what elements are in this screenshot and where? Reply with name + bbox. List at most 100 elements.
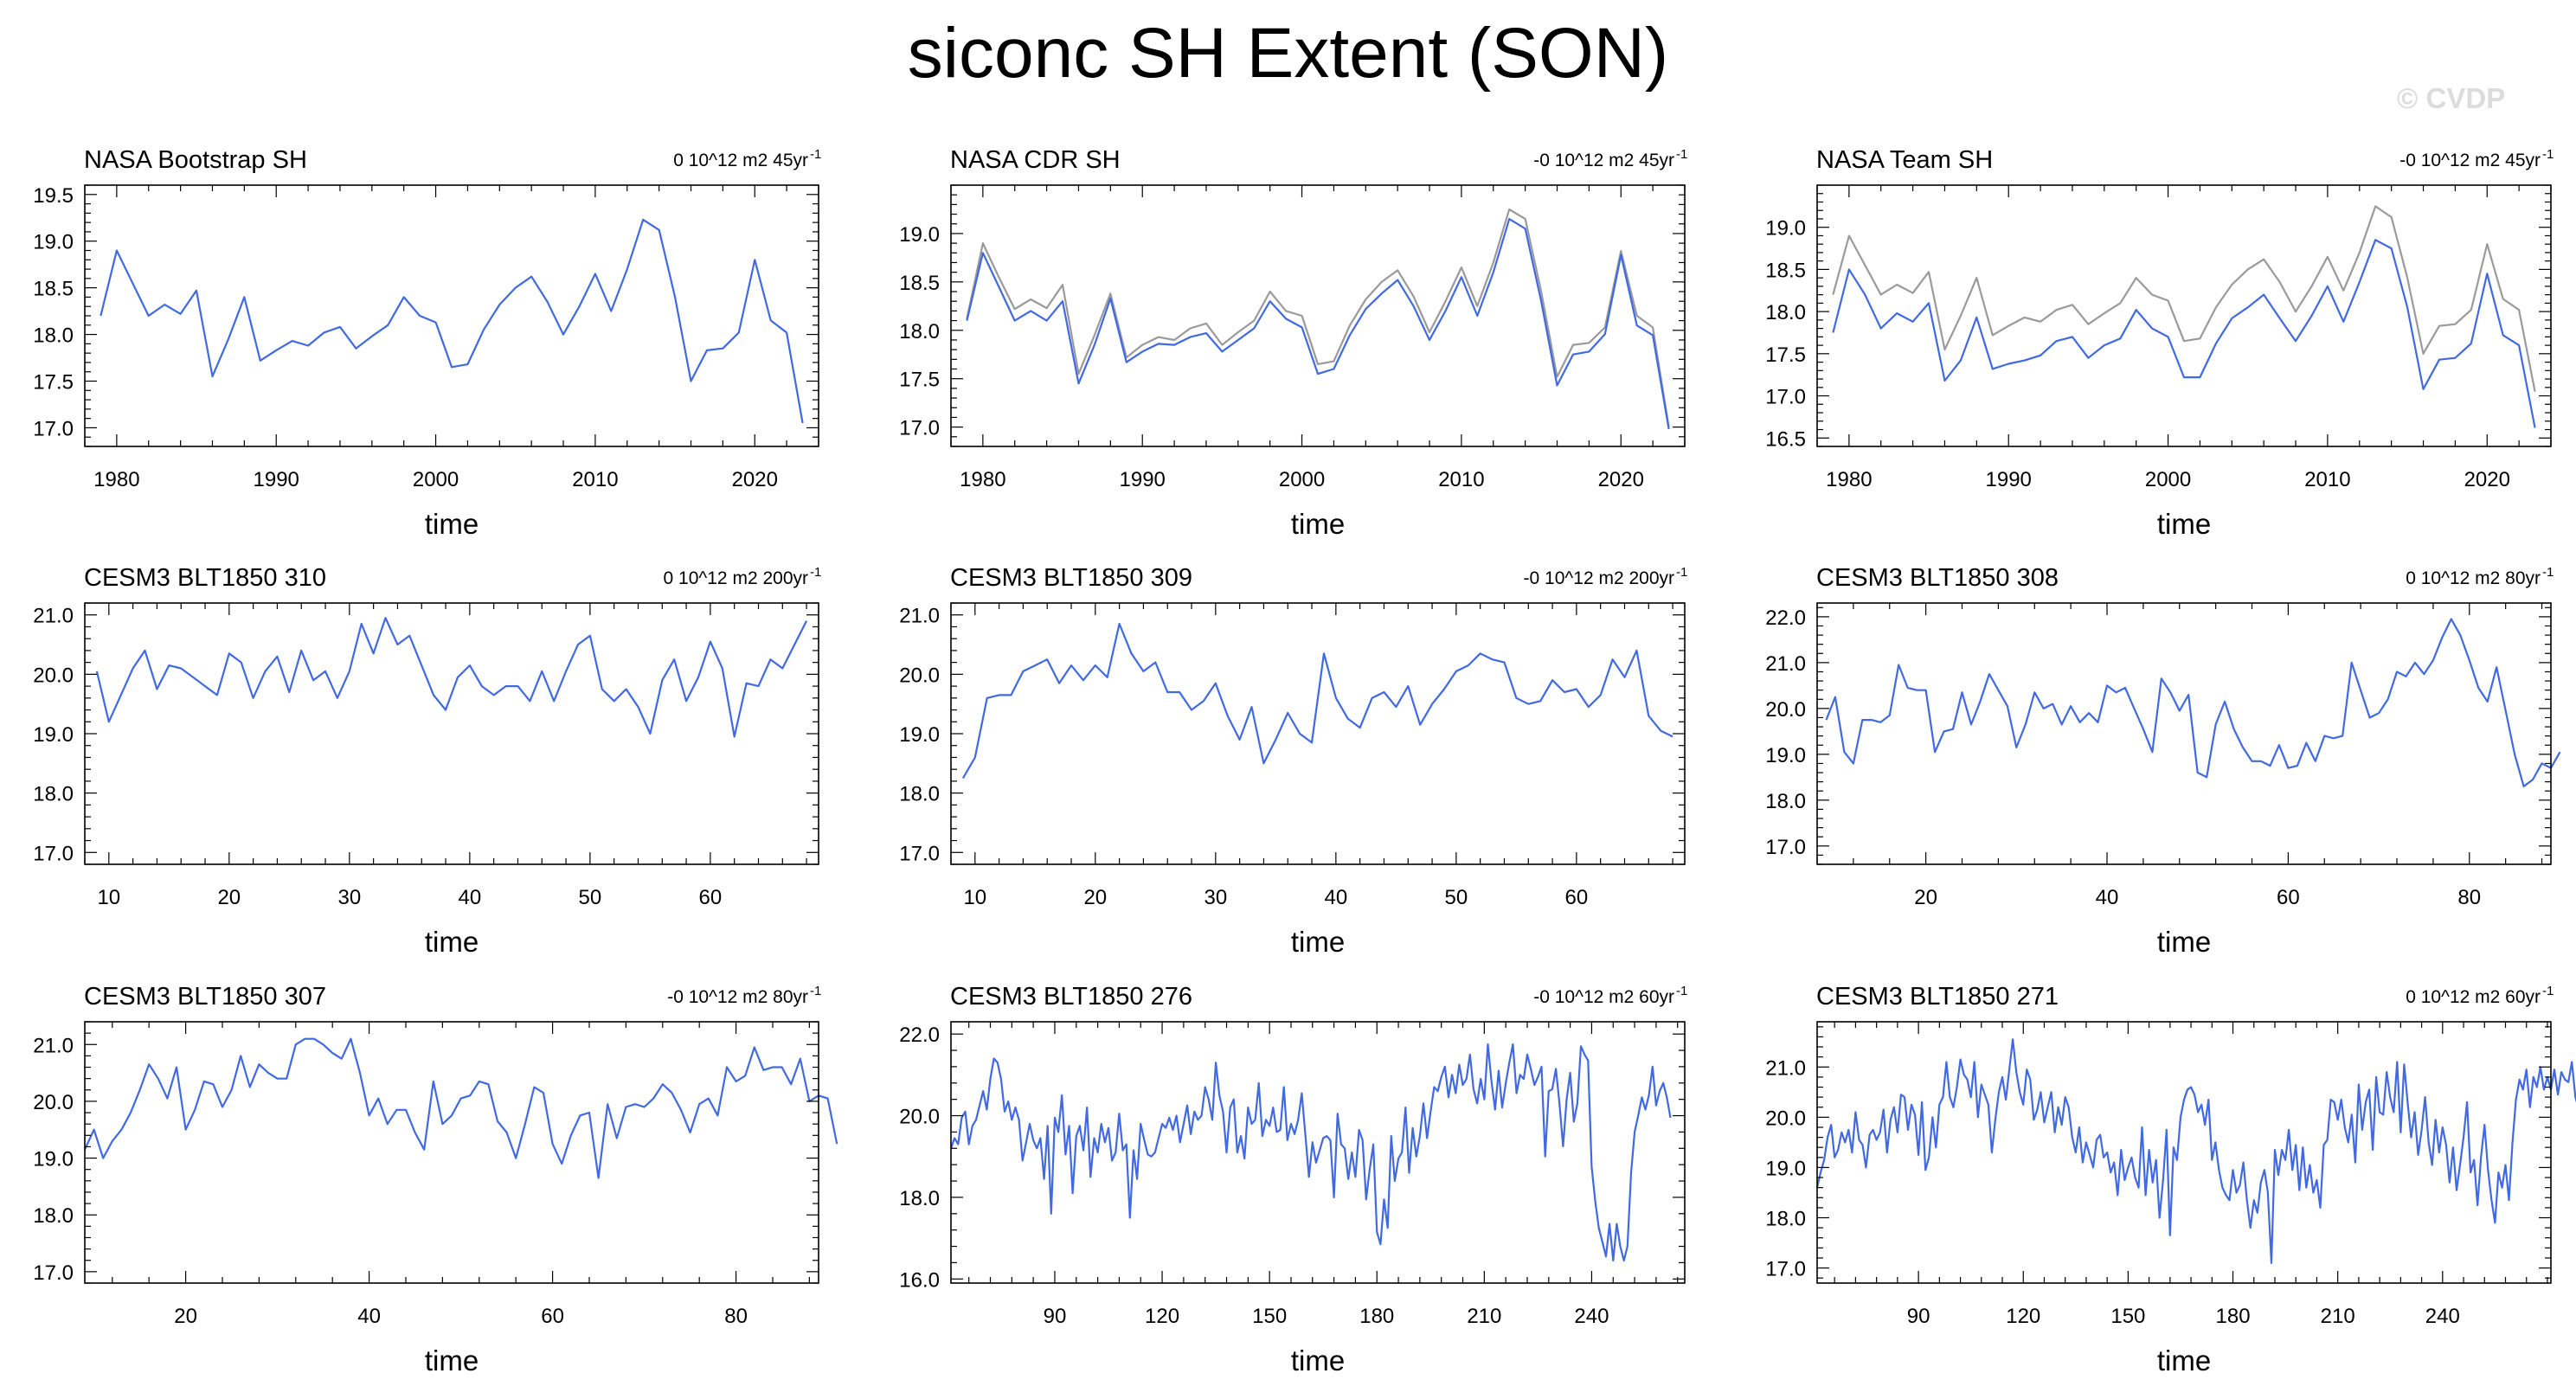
x-tick-label: 60	[541, 1305, 564, 1328]
y-tick-label: 19.0	[899, 223, 940, 247]
panel-title: CESM3 BLT1850 307	[84, 983, 326, 1011]
x-tick-label: 1980	[93, 468, 139, 491]
series-line-primary	[961, 622, 1673, 780]
panel-title: CESM3 BLT1850 271	[1816, 983, 2059, 1011]
x-tick-label: 1980	[1826, 468, 1872, 491]
panel-trend-exponent: -1	[1676, 565, 1687, 580]
y-tick-label: 21.0	[33, 605, 74, 628]
series-line-secondary	[966, 208, 1670, 427]
y-tick-label: 19.5	[33, 184, 74, 208]
x-tick-label: 20	[174, 1305, 197, 1328]
x-tick-label: 2020	[2464, 468, 2510, 491]
series-line-primary	[966, 218, 1670, 430]
x-tick-label: 50	[579, 886, 602, 909]
y-tick-label: 18.0	[33, 1204, 74, 1228]
y-tick-label: 19.0	[33, 723, 74, 747]
chart-panel-8: CESM3 BLT1850 276 -0 10^12 m2 60yr -1 16.0 1…	[899, 983, 1687, 1377]
x-tick-label: 80	[724, 1305, 748, 1328]
y-tick-label: 18.5	[899, 272, 940, 295]
x-tick-label: 180	[2216, 1305, 2251, 1328]
panel-trend-exponent: -1	[1676, 147, 1687, 162]
y-tick-label: 20.0	[1765, 698, 1806, 722]
x-tick-label: 60	[699, 886, 723, 909]
x-tick-label: 210	[2321, 1305, 2355, 1328]
y-tick-label: 17.5	[899, 369, 940, 392]
panel-trend: 0 10^12 m2 80yr	[2406, 568, 2541, 588]
x-tick-label: 90	[1044, 1305, 1067, 1328]
x-tick-label: 210	[1467, 1305, 1501, 1328]
x-axis-label: time	[1291, 1344, 1345, 1377]
x-tick-label: 10	[963, 886, 986, 909]
series-line-primary	[949, 1043, 1672, 1262]
y-tick-label: 19.0	[1765, 1157, 1806, 1180]
x-tick-label: 30	[1204, 886, 1227, 909]
chart-panel-1: NASA Bootstrap SH 0 10^12 m2 45yr -1 17.0 17…	[33, 146, 821, 540]
y-tick-label: 18.5	[33, 278, 74, 301]
x-tick-label: 180	[1359, 1305, 1394, 1328]
series-line-primary	[84, 1037, 838, 1179]
x-tick-label: 40	[2096, 886, 2119, 909]
y-tick-label: 18.0	[33, 324, 74, 348]
x-axis-label: time	[425, 1344, 479, 1377]
y-tick-label: 17.0	[899, 842, 940, 865]
panel-trend: 0 10^12 m2 60yr	[2406, 987, 2541, 1007]
y-tick-label: 19.0	[899, 723, 940, 747]
y-tick-label: 21.0	[1765, 652, 1806, 676]
y-tick-label: 18.0	[899, 783, 940, 806]
x-tick-label: 150	[1252, 1305, 1287, 1328]
x-axis-label: time	[2157, 926, 2211, 958]
x-tick-label: 20	[217, 886, 241, 909]
y-tick-label: 20.0	[1765, 1107, 1806, 1130]
panel-trend: 0 10^12 m2 200yr	[664, 568, 808, 588]
x-tick-label: 20	[1083, 886, 1107, 909]
panel-trend-exponent: -1	[810, 984, 821, 998]
x-tick-label: 2000	[2145, 468, 2191, 491]
panel-title: CESM3 BLT1850 308	[1816, 564, 2059, 592]
chart-panel-7: CESM3 BLT1850 307 -0 10^12 m2 80yr -1 17.0 1…	[33, 983, 838, 1377]
x-tick-label: 2000	[1279, 468, 1325, 491]
y-tick-label: 19.0	[1765, 217, 1806, 241]
x-tick-label: 1990	[1120, 468, 1166, 491]
y-tick-label: 19.0	[33, 231, 74, 254]
x-tick-label: 60	[1565, 886, 1589, 909]
cvdp-watermark: © CVDP	[2397, 82, 2506, 114]
x-axis-label: time	[2157, 1344, 2211, 1377]
y-tick-label: 17.5	[1765, 343, 1806, 367]
plot-frame	[1816, 602, 2552, 865]
panel-trend-exponent: -1	[2542, 147, 2554, 162]
x-tick-label: 60	[2277, 886, 2300, 909]
x-tick-label: 2020	[1598, 468, 1644, 491]
y-tick-label: 17.0	[1765, 836, 1806, 859]
panel-trend-exponent: -1	[810, 565, 821, 580]
x-axis-label: time	[2157, 508, 2211, 540]
y-tick-label: 17.5	[33, 371, 74, 395]
series-line-secondary	[1832, 205, 2536, 392]
panel-trend: -0 10^12 m2 45yr	[2399, 151, 2541, 170]
plot-frame	[1816, 1021, 2552, 1284]
x-tick-label: 90	[1907, 1305, 1930, 1328]
series-line-primary	[1815, 1038, 2576, 1264]
y-tick-label: 22.0	[1765, 606, 1806, 630]
panel-trend-exponent: -1	[2542, 565, 2554, 580]
y-tick-label: 16.5	[1765, 427, 1806, 451]
plot-frame	[1816, 184, 2552, 447]
x-axis-label: time	[425, 926, 479, 958]
y-tick-label: 17.0	[1765, 386, 1806, 409]
series-line-primary	[1825, 618, 2561, 787]
panel-trend-exponent: -1	[2542, 984, 2554, 998]
x-tick-label: 1990	[254, 468, 299, 491]
y-tick-label: 16.0	[899, 1268, 940, 1292]
panel-title: CESM3 BLT1850 310	[84, 564, 326, 592]
y-tick-label: 20.0	[899, 664, 940, 687]
panel-title: NASA Bootstrap SH	[84, 146, 307, 174]
x-tick-label: 1980	[960, 468, 1005, 491]
x-tick-label: 50	[1445, 886, 1468, 909]
x-tick-label: 10	[97, 886, 120, 909]
panel-title: CESM3 BLT1850 276	[950, 983, 1192, 1011]
chart-panel-2: NASA CDR SH -0 10^12 m2 45yr -1 17.0 17.5 18.…	[899, 146, 1687, 540]
chart-panel-5: CESM3 BLT1850 309 -0 10^12 m2 200yr -1 17.0…	[899, 564, 1687, 958]
panel-title: NASA Team SH	[1816, 146, 1993, 174]
y-tick-label: 19.0	[33, 1148, 74, 1171]
x-tick-label: 40	[357, 1305, 381, 1328]
